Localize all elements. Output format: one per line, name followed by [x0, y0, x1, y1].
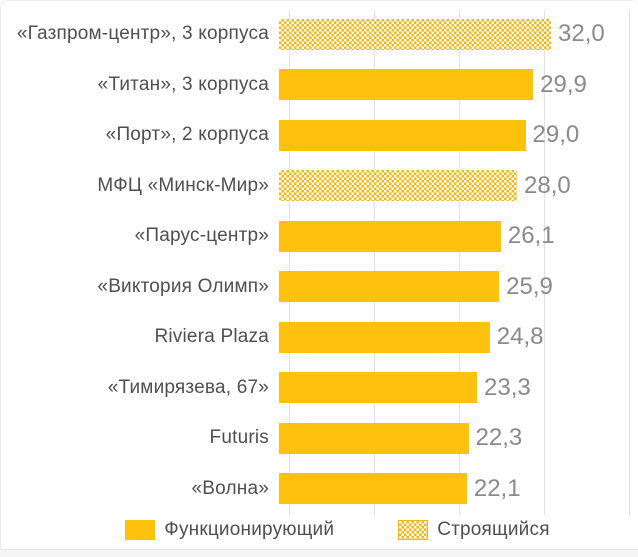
bar-track: 25,9 [279, 271, 619, 303]
category-label: Riviera Plaza [154, 326, 269, 348]
bar-chart: «Газпром-центр», 3 корпуса 32,0 «Титан»,… [1, 1, 638, 515]
category-label: «Тимирязева, 67» [107, 376, 269, 398]
legend-item-functioning: Функционирующий [125, 519, 334, 541]
value-label: 25,9 [506, 272, 553, 300]
category-label: «Титан», 3 корпуса [97, 73, 269, 95]
bar-row: «Порт», 2 корпуса 29,0 [1, 110, 638, 161]
bar-row: МФЦ «Минск-Мир» 28,0 [1, 161, 638, 212]
bar-track: 29,0 [279, 119, 619, 151]
bar-segment [279, 119, 526, 151]
legend-item-under-construction: Строящийся [398, 519, 550, 541]
category-label: «Виктория Олимп» [97, 275, 269, 297]
bar-row: «Газпром-центр», 3 корпуса 32,0 [1, 9, 638, 60]
bar-track: 23,3 [279, 372, 619, 404]
bar-segment [279, 372, 478, 404]
bar-track: 28,0 [279, 170, 619, 202]
legend-label: Строящийся [437, 519, 550, 540]
bar-track: 29,9 [279, 69, 619, 101]
category-label: «Порт», 2 корпуса [105, 124, 269, 146]
value-label: 29,0 [532, 121, 580, 149]
bar-segment [279, 18, 551, 50]
bar-track: 24,8 [279, 321, 619, 353]
bar-segment [279, 170, 517, 202]
category-label: «Волна» [191, 477, 269, 499]
value-label: 22,1 [473, 474, 521, 502]
category-label: МФЦ «Минск-Мир» [97, 174, 269, 196]
bar-track: 26,1 [279, 220, 619, 252]
bar-segment [279, 473, 467, 505]
value-label: 29,9 [540, 70, 587, 98]
bar-row: «Волна» 22,1 [1, 464, 638, 515]
value-label: 24,8 [496, 323, 544, 351]
bar-segment [279, 422, 469, 454]
value-label: 22,3 [475, 424, 523, 452]
bar-row: «Титан», 3 корпуса 29,9 [1, 60, 638, 111]
bar-row: «Тимирязева, 67» 23,3 [1, 363, 638, 414]
bottom-strip [0, 549, 638, 557]
bar-row: Riviera Plaza 24,8 [1, 312, 638, 363]
bar-row: Futuris 22,3 [1, 413, 638, 464]
category-label: Futuris [209, 427, 269, 449]
bar-track: 22,3 [279, 422, 619, 454]
bar-track: 22,1 [279, 473, 619, 505]
legend-label: Функционирующий [164, 519, 335, 540]
bar-segment [279, 220, 501, 252]
bar-segment [279, 271, 500, 303]
bar-segment [279, 69, 534, 101]
legend: Функционирующий Строящийся [1, 519, 638, 541]
value-label: 26,1 [507, 222, 555, 250]
bar-track: 32,0 [279, 18, 619, 50]
category-label: «Парус-центр» [134, 225, 269, 247]
category-label: «Газпром-центр», 3 корпуса [16, 23, 269, 45]
bar-row: «Виктория Олимп» 25,9 [1, 262, 638, 313]
value-label: 23,3 [484, 373, 531, 401]
value-label: 32,0 [558, 20, 605, 48]
bar-segment [279, 321, 490, 353]
bar-row: «Парус-центр» 26,1 [1, 211, 638, 262]
solid-swatch-icon [125, 520, 156, 540]
value-label: 28,0 [524, 171, 571, 199]
dotted-swatch-icon [398, 520, 429, 540]
